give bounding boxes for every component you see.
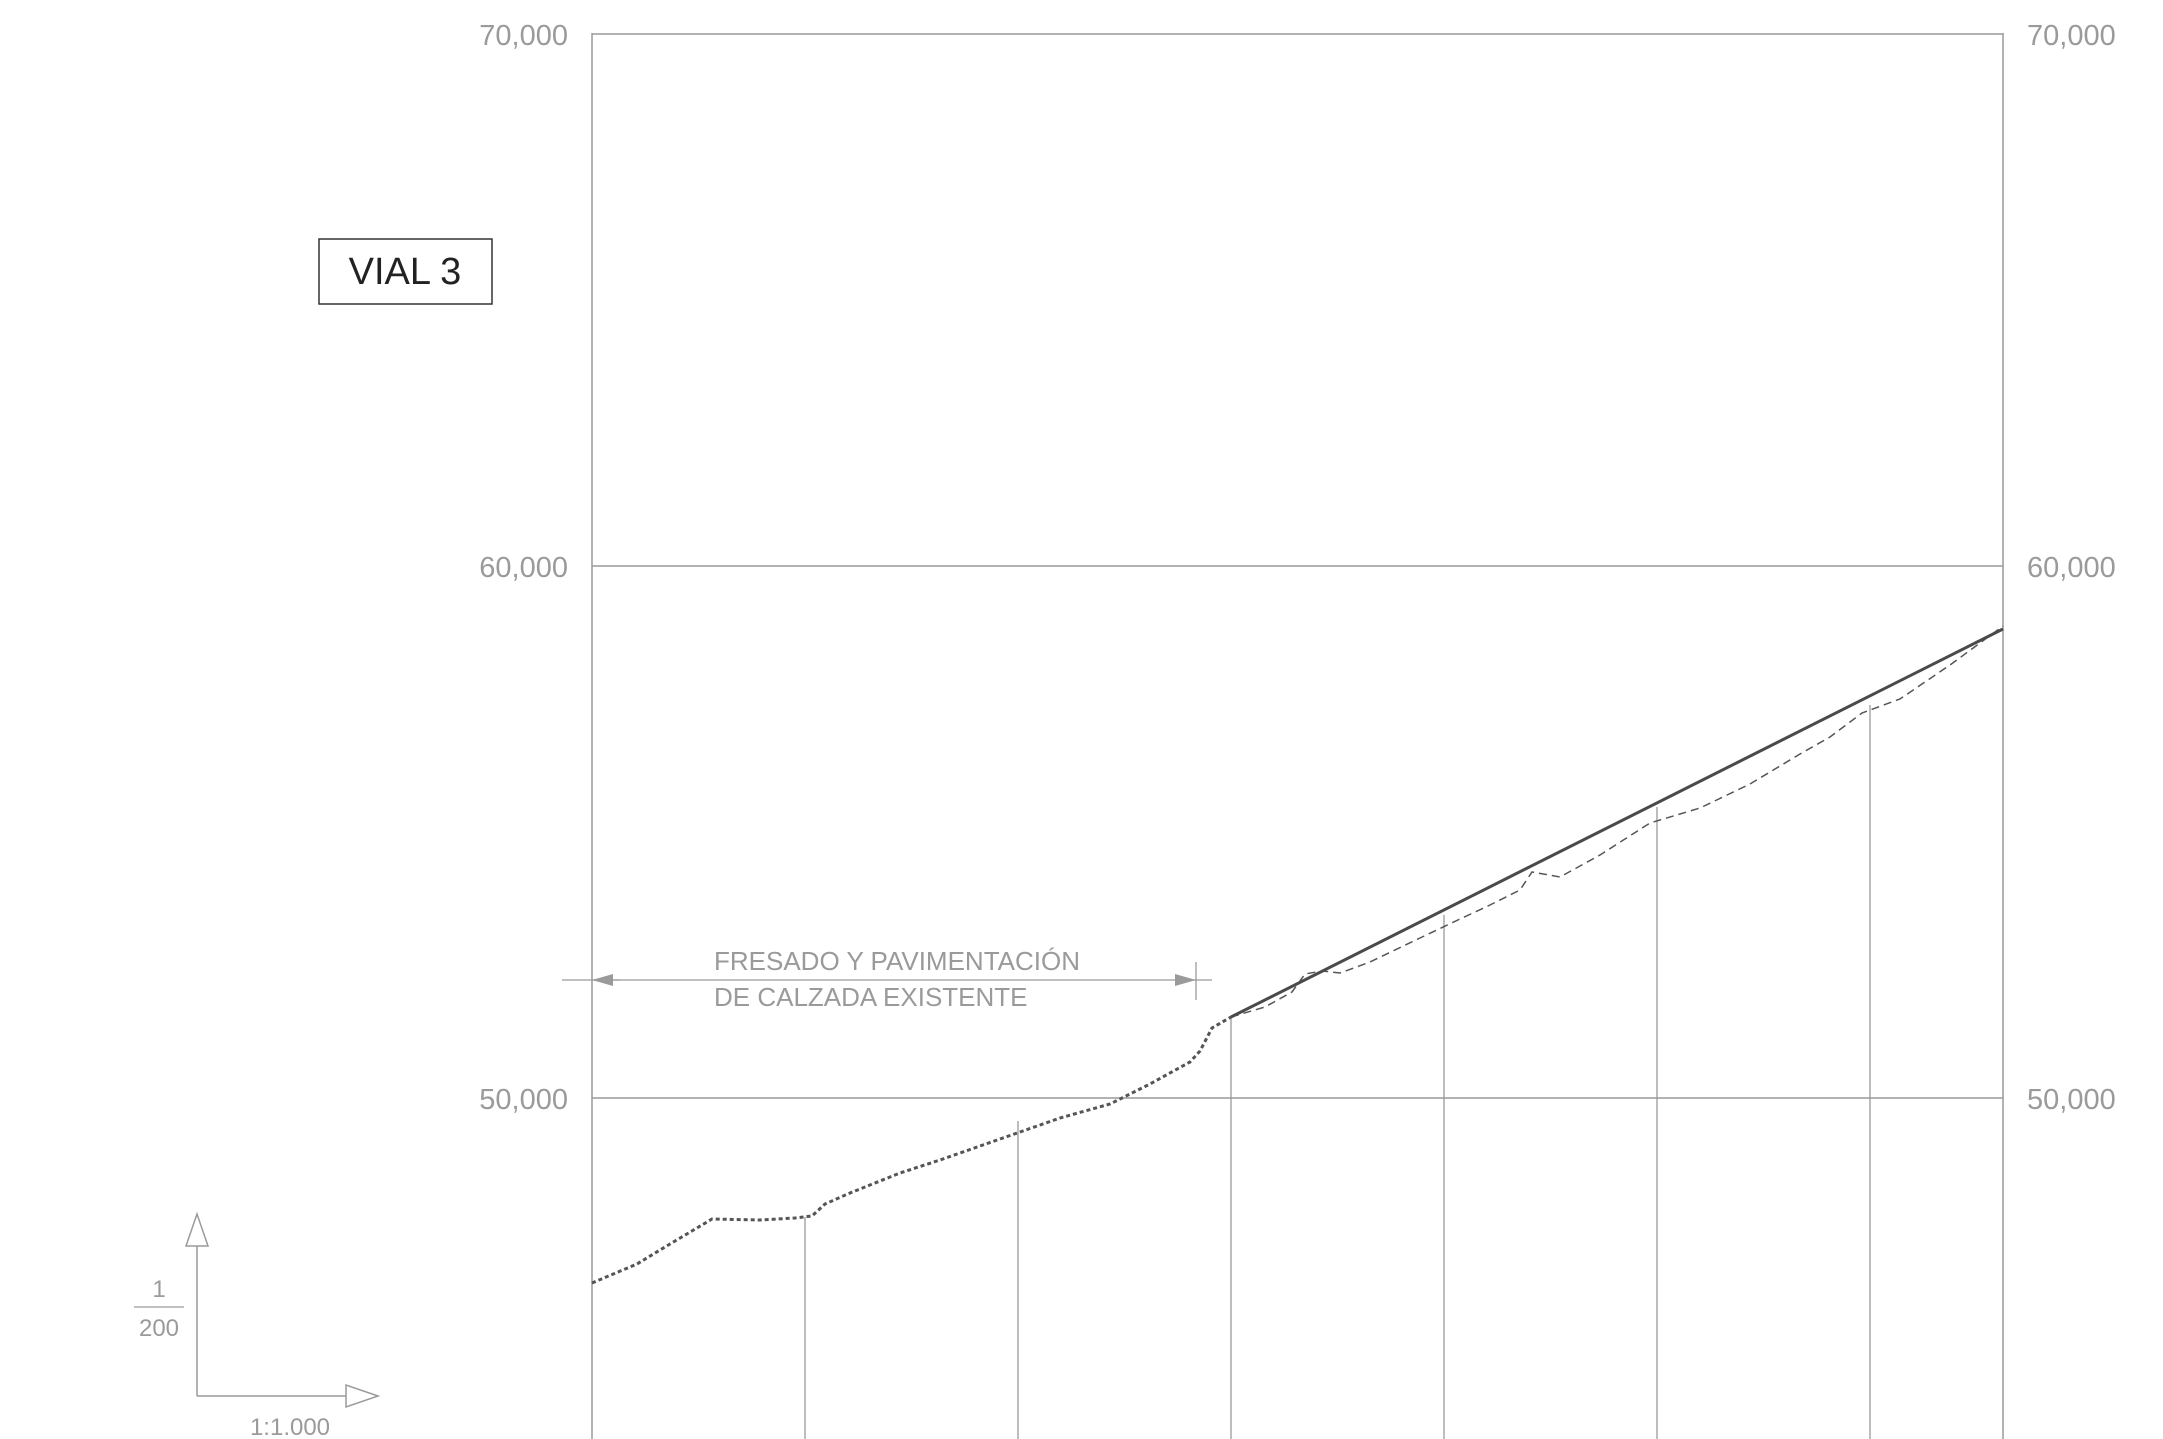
scale-right-arrow-icon xyxy=(345,1383,381,1409)
left-label-70000: 70,000 xyxy=(479,20,568,52)
annotation-arrow-right xyxy=(1175,974,1196,986)
design-grade-line xyxy=(1230,627,2004,1019)
right-label-50000: 50,000 xyxy=(2027,1084,2116,1116)
scale-up-arrow-icon xyxy=(184,1211,210,1247)
title-box xyxy=(318,238,493,305)
vertical-scale-denominator: 200 xyxy=(139,1315,179,1342)
vertical-scale-numerator: 1 xyxy=(152,1276,165,1303)
existing-ground-line-right xyxy=(1230,625,2004,1018)
profile-title: VIAL 3 xyxy=(349,251,462,293)
existing-ground-line xyxy=(591,1015,1232,1285)
horizontal-scale-label: 1:1.000 xyxy=(250,1414,330,1439)
left-label-60000: 60,000 xyxy=(479,552,568,584)
annotation-arrow-left xyxy=(592,974,613,986)
left-label-50000: 50,000 xyxy=(479,1084,568,1116)
station-lines xyxy=(804,705,1871,1439)
annotation-text-line1: FRESADO Y PAVIMENTACIÓN xyxy=(714,946,1080,976)
right-label-70000: 70,000 xyxy=(2027,20,2116,52)
annotation-text-line2: DE CALZADA EXISTENTE xyxy=(714,982,1028,1012)
right-label-60000: 60,000 xyxy=(2027,552,2116,584)
